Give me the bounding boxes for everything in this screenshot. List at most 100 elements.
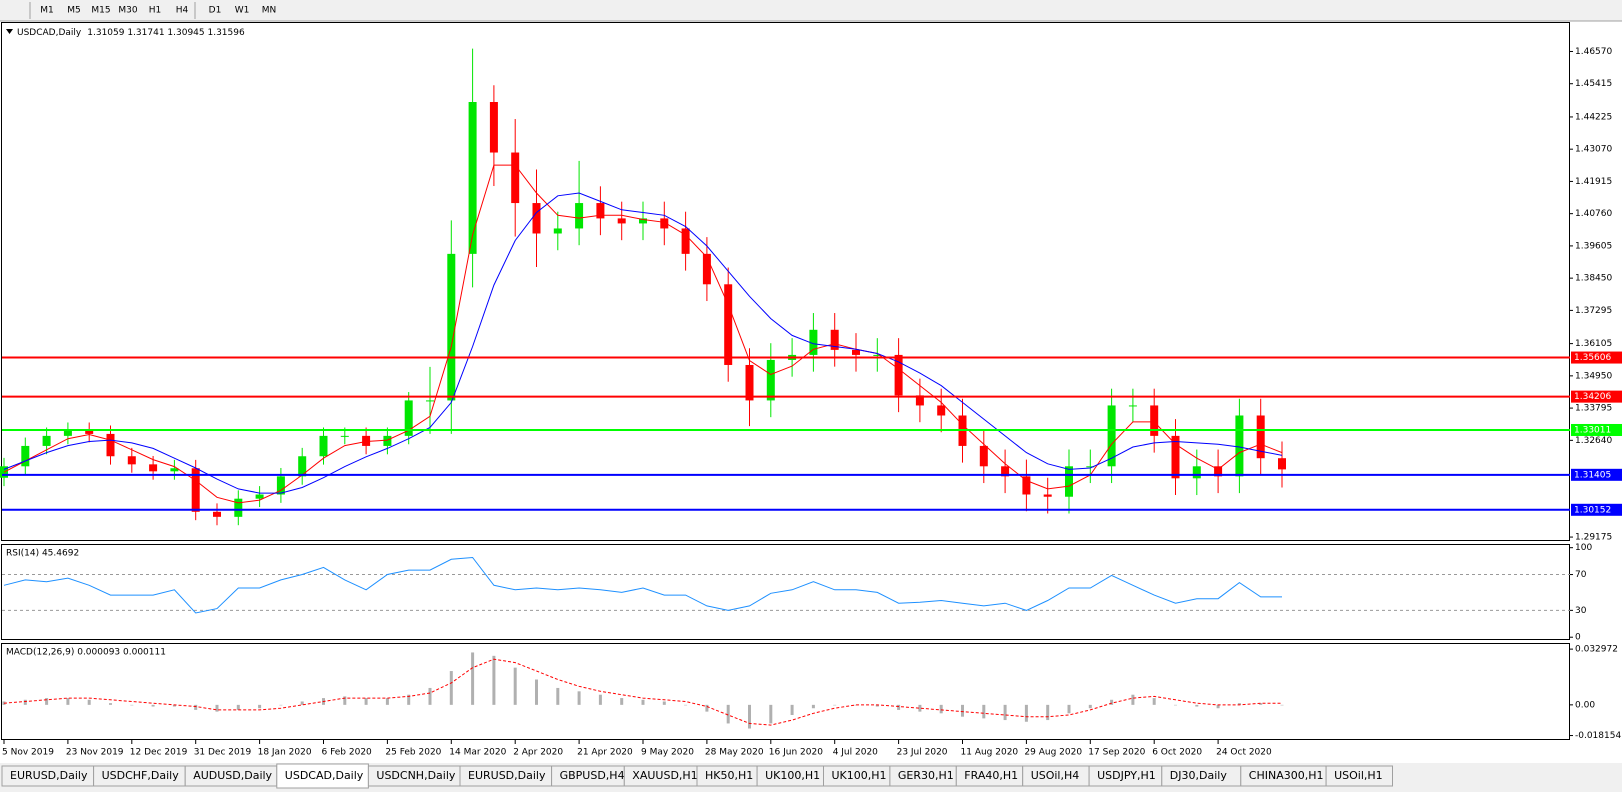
ohlc-label: 1.31059 1.31741 1.30945 1.31596 [87,28,245,38]
timeframe-button[interactable]: MN [262,6,277,16]
timeframe-button[interactable]: H1 [149,6,162,16]
timeframe-button[interactable]: M1 [40,6,54,16]
candle-body [362,435,371,446]
macd-bar [662,701,666,705]
x-tick-label: 23 Nov 2019 [66,748,124,758]
tab-label[interactable]: USDCNH,Daily [376,769,456,782]
menu-triangle[interactable] [6,29,13,34]
macd-bar [109,703,112,705]
y-tick-label: 1.45415 [1575,79,1612,89]
tab-label[interactable]: HK50,H1 [705,769,753,782]
tab[interactable] [276,763,369,789]
tab-label[interactable]: CHINA300,H1 [1249,769,1324,782]
level-price-tag [1571,390,1622,403]
macd-bar [385,698,389,705]
macd-bar [215,704,219,712]
macd-bar [1024,704,1028,722]
tab-label[interactable]: GER30,H1 [898,769,954,782]
macd-bar [577,691,581,705]
macd-bar [1195,704,1199,707]
candle-body [1214,466,1223,477]
x-tick-label: 29 Aug 2020 [1024,748,1082,758]
candle-body [383,435,392,446]
y-tick-label: 1.29175 [1575,533,1612,543]
candle-body [745,364,754,401]
macd-bar [151,704,155,707]
tab-label[interactable]: EURUSD,Daily [468,769,546,782]
candle-body [1150,405,1159,436]
y-tick-label: 1.34950 [1575,371,1612,381]
timeframe-button[interactable]: M15 [91,6,110,16]
tab-label[interactable]: FRA40,H1 [964,769,1018,782]
candle-body [553,228,562,234]
tab-label[interactable]: USDCAD,Daily [285,769,364,782]
candle-body [511,152,520,204]
rsi-pane [1,544,1570,640]
tab-label[interactable]: XAUUSD,H1 [632,769,697,782]
x-tick-label: 9 May 2020 [641,748,694,758]
macd-bar [1110,699,1114,705]
candle-body [1022,476,1031,495]
macd-bar [790,704,794,715]
tab-label[interactable]: USOil,H1 [1334,769,1383,782]
macd-bar [428,687,432,705]
x-tick-label: 4 Jul 2020 [833,748,878,758]
timeframe-button[interactable]: D1 [209,6,222,16]
signal-line [3,658,1282,726]
level-price-tag [1571,503,1622,516]
candle-body [937,405,946,416]
candle-body [106,433,115,457]
level-price-tag [1571,351,1622,364]
candle-body [639,218,647,224]
timeframe-button[interactable]: H4 [176,6,189,16]
tab-label[interactable]: EURUSD,Daily [10,769,88,782]
macd-bar [620,698,624,705]
x-tick-label: 2 Apr 2020 [513,748,563,758]
candle-body [298,456,307,477]
tab[interactable] [1325,765,1393,787]
macd-bar [449,671,453,705]
tab-label[interactable]: GBPUSD,H4 [560,769,625,782]
tab-label[interactable]: DJ30,Daily [1170,769,1228,782]
macd-bar [258,704,262,709]
x-tick-label: 24 Oct 2020 [1216,748,1272,758]
candle-body [617,218,626,224]
tab-label[interactable]: USDCHF,Daily [102,769,180,782]
timeframe-button[interactable]: M30 [118,6,137,16]
tab-label[interactable]: USDJPY,H1 [1097,769,1156,782]
timeframe-button[interactable]: W1 [235,6,250,16]
x-tick-label: 21 Apr 2020 [577,748,633,758]
candle-body [660,218,669,229]
macd-bar [1152,698,1156,705]
macd-bar [918,704,922,712]
candle-body [42,435,51,446]
tab-label[interactable]: UK100,H1 [832,769,887,782]
candle-body [1171,435,1180,479]
toolbar [0,0,1622,21]
macd-bar [535,679,538,705]
timeframe-button[interactable]: M5 [67,6,81,16]
rsi-title: RSI(14) 45.4692 [6,549,79,559]
macd-bar [407,694,411,705]
candle-body [234,498,243,517]
tab-label[interactable]: UK100,H1 [765,769,820,782]
y-tick-label: 1.33795 [1575,404,1612,414]
x-tick-label: 6 Oct 2020 [1152,748,1202,758]
candle-body [447,253,456,401]
y-tick-label: -0.018154 [1575,731,1621,741]
y-tick-label: 1.36105 [1575,339,1612,349]
candle-body [191,468,200,512]
candle-body [63,430,72,436]
tab-label[interactable]: USOil,H4 [1031,769,1080,782]
y-tick-label: 0.00 [1575,700,1595,710]
macd-bar [1003,704,1007,721]
x-tick-label: 31 Dec 2019 [194,748,252,758]
symbol-label: USDCAD,Daily [17,28,82,38]
macd-bar [300,701,304,705]
y-tick-label: 0.032972 [1575,645,1618,655]
macd-bar [939,704,943,714]
tab-label[interactable]: AUDUSD,Daily [193,769,272,782]
macd-bar [1131,694,1135,705]
candle-body [426,400,434,402]
x-tick-label: 6 Feb 2020 [322,748,373,758]
